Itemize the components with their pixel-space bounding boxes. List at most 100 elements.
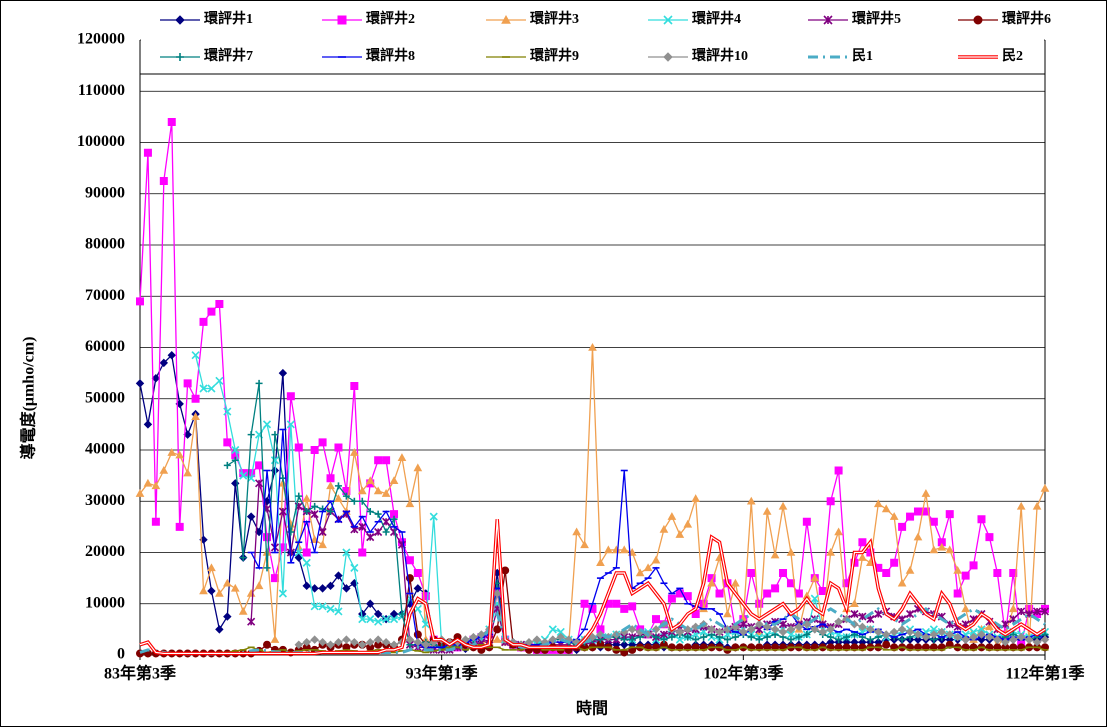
marker: [700, 633, 708, 641]
legend-label: 民1: [852, 48, 873, 64]
marker: [397, 453, 407, 461]
marker: [350, 381, 359, 390]
marker: [493, 589, 502, 598]
marker: [762, 506, 772, 515]
marker: [215, 376, 224, 385]
marker: [874, 609, 883, 619]
marker: [823, 15, 833, 25]
marker: [183, 379, 192, 388]
marker: [827, 633, 835, 641]
marker: [1016, 632, 1026, 642]
marker: [413, 569, 422, 577]
marker: [270, 456, 280, 465]
marker: [850, 599, 859, 608]
marker: [866, 636, 874, 644]
marker: [882, 630, 891, 639]
marker: [342, 492, 350, 500]
marker: [755, 643, 764, 652]
x-tick-label: 93年第1季: [406, 664, 479, 683]
marker: [707, 625, 716, 634]
marker: [294, 640, 303, 649]
marker: [215, 625, 224, 634]
y-tick-label: 50000: [85, 389, 125, 406]
marker: [747, 625, 756, 634]
marker: [143, 478, 153, 487]
marker: [762, 622, 772, 632]
marker: [294, 443, 303, 452]
marker: [374, 617, 383, 626]
marker: [898, 636, 906, 644]
marker: [366, 599, 375, 608]
marker: [985, 632, 994, 642]
marker: [390, 510, 399, 519]
marker: [366, 533, 375, 542]
marker: [580, 599, 589, 608]
marker: [374, 456, 383, 465]
marker: [413, 463, 423, 472]
marker: [786, 630, 796, 639]
marker: [627, 625, 637, 634]
marker: [556, 627, 565, 637]
marker: [977, 630, 986, 639]
marker: [532, 635, 542, 644]
marker: [263, 564, 271, 572]
marker: [382, 528, 390, 536]
marker: [913, 643, 922, 652]
marker: [239, 554, 247, 562]
marker: [913, 507, 922, 516]
marker: [953, 632, 962, 642]
marker: [231, 445, 240, 455]
marker: [222, 578, 232, 587]
marker: [255, 479, 264, 488]
marker: [945, 630, 954, 639]
marker: [159, 176, 168, 185]
marker: [683, 519, 693, 528]
marker: [921, 643, 930, 652]
marker: [755, 620, 764, 629]
marker: [858, 622, 867, 632]
marker: [294, 548, 303, 557]
marker: [834, 643, 843, 652]
marker: [492, 635, 502, 643]
marker: [771, 643, 780, 652]
marker: [969, 561, 978, 570]
marker: [794, 589, 803, 598]
y-tick-label: 40000: [85, 441, 125, 458]
marker: [929, 545, 939, 554]
marker: [278, 478, 288, 487]
marker: [151, 481, 161, 490]
marker: [143, 420, 153, 429]
marker: [889, 512, 899, 520]
marker: [176, 53, 184, 61]
marker: [961, 604, 970, 613]
marker: [961, 571, 970, 580]
marker: [326, 581, 335, 591]
marker: [191, 412, 200, 420]
marker: [795, 633, 803, 641]
marker: [405, 635, 415, 644]
marker: [365, 476, 375, 485]
marker: [326, 604, 335, 613]
marker: [255, 461, 264, 470]
marker: [334, 494, 343, 502]
y-tick-label: 100000: [77, 133, 125, 150]
marker: [270, 635, 280, 643]
marker: [278, 589, 287, 598]
marker: [334, 443, 343, 452]
marker: [254, 581, 264, 590]
marker: [635, 568, 645, 577]
marker: [652, 615, 661, 624]
marker: [993, 569, 1002, 577]
marker: [199, 317, 208, 326]
marker: [302, 548, 311, 557]
marker: [493, 625, 502, 634]
marker: [628, 636, 636, 644]
marker: [374, 510, 382, 518]
marker: [763, 643, 772, 652]
marker: [302, 494, 312, 502]
marker: [286, 420, 295, 429]
marker: [921, 489, 931, 497]
marker: [374, 527, 383, 537]
marker: [223, 461, 231, 469]
